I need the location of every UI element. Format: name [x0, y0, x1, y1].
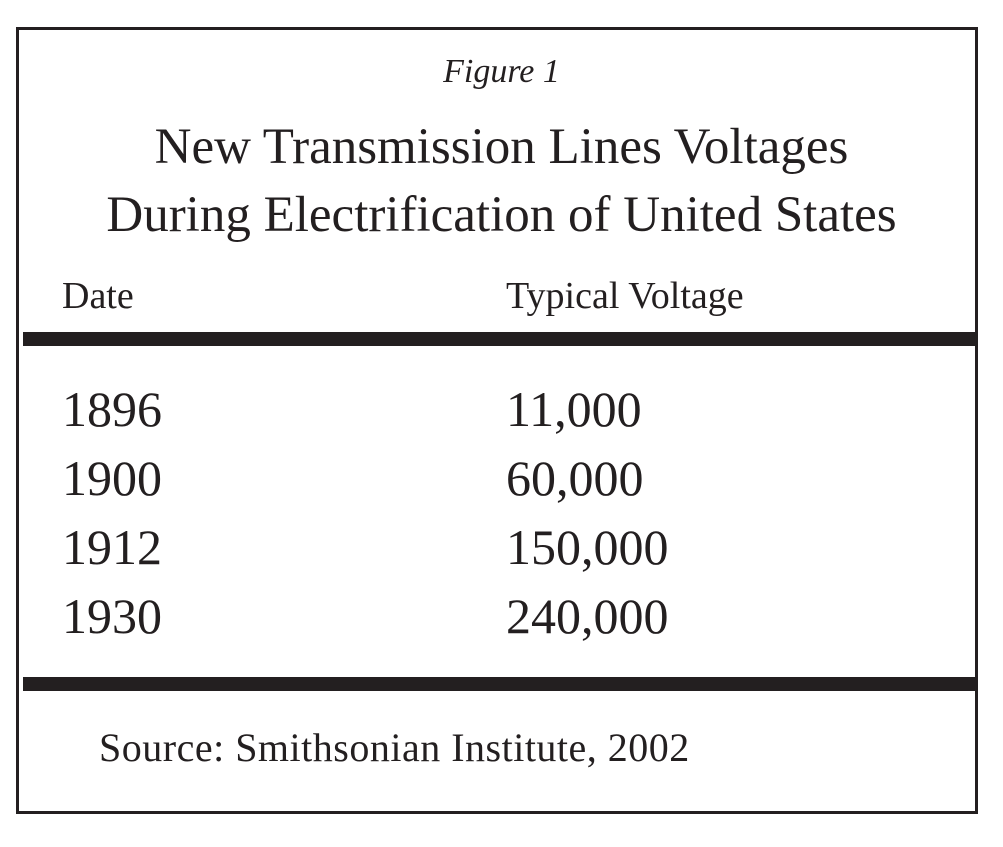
title-line-2: During Electrification of United States [106, 187, 897, 243]
date-cell: 1900 [62, 450, 162, 506]
table-row: 1930 240,000 [0, 585, 1003, 654]
date-cell: 1896 [62, 381, 162, 437]
voltage-cell: 11,000 [506, 381, 642, 437]
date-cell: 1912 [62, 519, 162, 575]
source-citation: Source: Smithsonian Institute, 2002 [99, 725, 690, 770]
voltage-cell: 60,000 [506, 450, 644, 506]
table-bottom-rule [23, 677, 975, 691]
table-row: 1912 150,000 [0, 516, 1003, 585]
column-header-voltage: Typical Voltage [506, 275, 744, 317]
voltage-cell: 240,000 [506, 588, 669, 644]
table-row: 1896 11,000 [0, 378, 1003, 447]
figure-title: New Transmission Lines Voltages During E… [0, 113, 1003, 249]
table-row: 1900 60,000 [0, 447, 1003, 516]
figure-frame [16, 27, 978, 814]
table-top-rule [23, 332, 975, 346]
voltage-cell: 150,000 [506, 519, 669, 575]
date-cell: 1930 [62, 588, 162, 644]
title-line-1: New Transmission Lines Voltages [154, 119, 849, 175]
table-body: 1896 11,000 1900 60,000 1912 150,000 193… [0, 378, 1003, 654]
column-header-date: Date [62, 275, 134, 317]
figure-label: Figure 1 [443, 53, 560, 90]
